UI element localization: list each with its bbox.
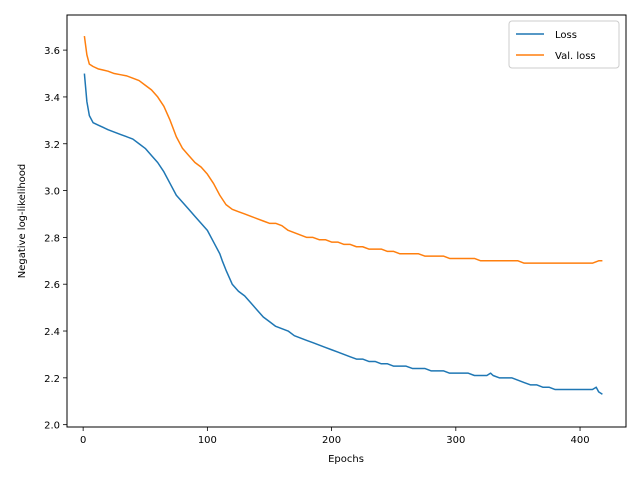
series-line-val-loss [83,35,603,264]
y-tick-label: 2.4 [44,327,60,338]
legend: Loss Val. loss [508,20,620,69]
x-tick-label: 300 [446,435,465,446]
series-line-loss [83,73,603,395]
plot-area [83,35,603,395]
y-tick-label: 2.2 [44,374,60,385]
y-tick-label: 2.6 [44,280,60,291]
x-tick-label: 100 [198,435,217,446]
x-tick-label: 0 [80,435,86,446]
y-axis-label: Negative log-likelihood [17,164,28,279]
legend-label-loss: Loss [555,30,577,41]
plot-frame [66,14,627,428]
x-tick-label: 400 [570,435,589,446]
x-tick-label: 200 [322,435,341,446]
y-tick-label: 3.0 [44,187,60,198]
legend-label-val-loss: Val. loss [555,51,596,62]
y-tick-label: 3.6 [44,46,60,57]
y-axis: 2.0 2.2 2.4 2.6 2.8 3.0 3.2 3.4 3.6 [44,46,67,432]
legend-box [508,20,620,69]
x-axis: 0 100 200 300 400 [80,427,590,446]
x-axis-label: Epochs [328,454,364,465]
y-tick-label: 3.4 [44,93,60,104]
y-tick-label: 3.2 [44,140,60,151]
y-tick-label: 2.8 [44,233,60,244]
y-tick-label: 2.0 [44,421,60,432]
